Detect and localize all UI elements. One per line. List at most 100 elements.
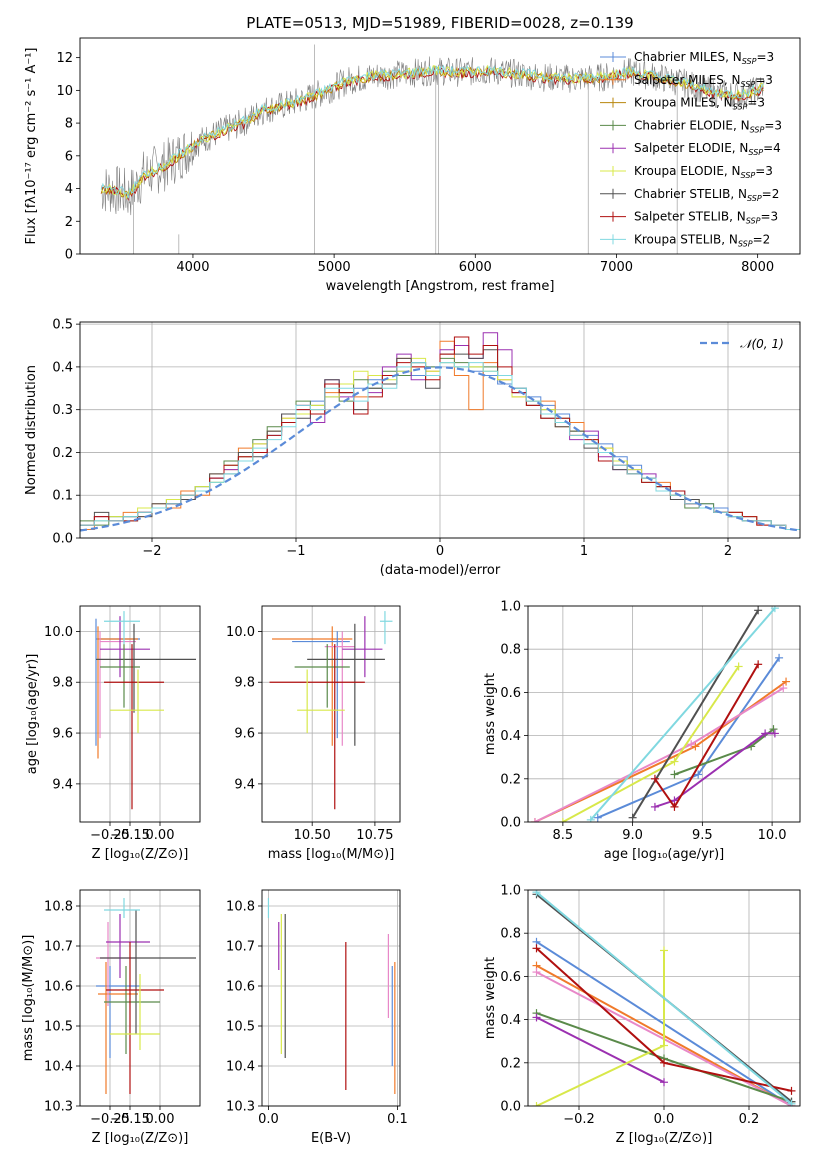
spectrum-frame <box>79 37 801 255</box>
legend-label-suffix: =3 <box>755 164 773 178</box>
legend-label-suffix: =3 <box>764 118 782 132</box>
legend-label: Chabrier MILES, NSSP=3 <box>634 50 774 66</box>
residual-legend: 𝒩(0, 1) <box>700 337 784 351</box>
legend-label-suffix: =4 <box>763 141 781 155</box>
spectrum-axes: 4000 5000 6000 7000 8000 0 2 4 6 8 10 12 wavelength … <box>24 48 774 295</box>
y-tick-label: 10.7 <box>226 940 255 955</box>
legend-label-main: Chabrier ELODIE, N <box>634 118 750 132</box>
x-tick-label: 0.0 <box>258 1112 279 1127</box>
y-tick-label: 10.6 <box>44 980 73 995</box>
y-tick-label: 0.1 <box>52 489 73 504</box>
age_vs_mass-axes: 10.50 10.75 9.4 9.6 9.8 10.0 mass [log₁₀(M/M⊙)… <box>226 606 400 862</box>
y-tick-label: 0.2 <box>500 772 521 787</box>
spectrum-lines <box>100 44 765 254</box>
y-tick-label: 9.8 <box>52 676 73 691</box>
legend-label-sub: SSP <box>747 194 762 203</box>
legend-label: Chabrier STELIB, NSSP=2 <box>634 187 779 203</box>
x-tick-label: −0.25 <box>90 1112 130 1127</box>
weight_vs_Z-axes: −0.2 0.0 0.2 0.0 0.2 0.4 0.6 0.8 1.0 Z [log₁₀(Z/Z… <box>483 884 800 1146</box>
legend-label-sub: SSP <box>733 103 748 112</box>
legend-label-main: Chabrier STELIB, N <box>634 187 747 201</box>
weight_vs_age-frame <box>527 605 801 823</box>
legend-label-main: Salpeter STELIB, N <box>634 210 746 224</box>
model-spectrum-kroupa_stelib <box>100 64 764 199</box>
legend-label-main: Kroupa ELODIE, N <box>634 164 741 178</box>
x-tick-label: 8.5 <box>553 828 574 843</box>
x-tick-label: 5000 <box>318 260 351 275</box>
legend-label-sub: SSP <box>741 171 756 180</box>
age_vs_mass-frame <box>261 605 401 823</box>
y-tick-label: 9.4 <box>234 777 255 792</box>
y-tick-label: 10.6 <box>226 980 255 995</box>
y-tick-label: 0.4 <box>500 729 521 744</box>
x-tick-label: 10.50 <box>294 828 331 843</box>
legend-label: Salpeter STELIB, NSSP=3 <box>634 210 778 226</box>
mass_vs_Z-frame <box>79 889 201 1107</box>
y-tick-label: 0.0 <box>500 1100 521 1115</box>
mass_vs_ebv-points <box>267 898 396 1094</box>
y-axis-label: mass [log₁₀(M/M⊙)] <box>21 935 36 1062</box>
y-tick-label: 10.0 <box>226 625 255 640</box>
weight-line-kroupa_stelib <box>590 607 776 821</box>
x-tick-label: 1 <box>580 544 588 559</box>
y-axis-label: mass weight <box>483 673 498 755</box>
x-tick-label: −0.25 <box>90 828 130 843</box>
x-tick-label: 0.00 <box>146 828 175 843</box>
y-tick-label: 0.0 <box>500 816 521 831</box>
legend-label: 𝒩(0, 1) <box>740 337 784 351</box>
y-tick-label: 10.5 <box>226 1020 255 1035</box>
y-tick-label: 10.8 <box>44 900 73 915</box>
legend-label-suffix: =3 <box>755 73 773 87</box>
legend-label-main: Salpeter MILES, N <box>634 73 741 87</box>
y-tick-label: 8 <box>65 117 73 132</box>
legend-label: Kroupa STELIB, NSSP=2 <box>634 232 770 248</box>
x-axis-label: age [log₁₀(age/yr)] <box>604 847 725 862</box>
y-tick-label: 0.3 <box>52 403 73 418</box>
legend-label-suffix: =2 <box>762 187 780 201</box>
x-tick-label: 9.0 <box>622 828 643 843</box>
x-tick-label: 0.0 <box>654 1112 675 1127</box>
x-tick-label: 8000 <box>741 260 774 275</box>
legend-label: Kroupa ELODIE, NSSP=3 <box>634 164 773 180</box>
x-tick-label: 10.75 <box>356 828 393 843</box>
y-tick-label: 1.0 <box>500 600 521 615</box>
y-axis-label: mass weight <box>483 957 498 1039</box>
y-tick-label: 0.4 <box>500 1013 521 1028</box>
x-axis-label: Z [log₁₀(Z/Z⊙)] <box>92 847 189 862</box>
legend-label-suffix: =3 <box>760 210 778 224</box>
y-tick-label: 0.6 <box>500 686 521 701</box>
y-tick-label: 2 <box>65 215 73 230</box>
weight-line-pink <box>534 687 784 822</box>
x-axis-label: wavelength [Angstrom, rest frame] <box>326 279 555 294</box>
y-tick-label: 10.3 <box>44 1100 73 1115</box>
y-tick-label: 0 <box>65 248 73 263</box>
legend-label-main: Kroupa MILES, N <box>634 96 733 110</box>
y-tick-label: 10.5 <box>44 1020 73 1035</box>
y-tick-label: 9.6 <box>234 727 255 742</box>
y-tick-label: 0.8 <box>500 643 521 658</box>
legend-label-sub: SSP <box>746 217 761 226</box>
x-tick-label: 2 <box>724 544 732 559</box>
y-tick-label: 9.8 <box>234 676 255 691</box>
mass_vs_Z-axes: −0.25−0.150.00 10.3 10.4 10.5 10.6 10.7 10.8 Z … <box>21 890 200 1146</box>
weight_vs_Z-lines <box>532 890 796 1106</box>
legend-label-suffix: =3 <box>756 50 774 64</box>
x-tick-label: −2 <box>142 544 161 559</box>
y-tick-label: 0.0 <box>52 532 73 547</box>
x-axis-label: mass [log₁₀(M/M⊙)] <box>268 847 395 862</box>
x-tick-label: 4000 <box>176 260 209 275</box>
mass_vs_Z-points <box>96 898 196 1094</box>
y-tick-label: 10.7 <box>44 940 73 955</box>
legend-label: Chabrier ELODIE, NSSP=3 <box>634 118 782 134</box>
x-tick-label: −1 <box>286 544 305 559</box>
weight-line-kroupa_stelib <box>535 891 793 1105</box>
y-tick-label: 10.4 <box>44 1060 73 1075</box>
y-axis-label: Normed distribution <box>24 365 39 495</box>
y-tick-label: 0.4 <box>52 360 73 375</box>
legend-label: Salpeter MILES, NSSP=3 <box>634 73 773 89</box>
mass_vs_ebv-frame <box>261 889 401 1107</box>
weight_vs_Z-frame <box>527 889 801 1107</box>
residuals-axes: −2 −1 0 1 2 0.0 0.1 0.2 0.3 0.4 0.5 (data-model)/er… <box>24 318 800 578</box>
figure-title: PLATE=0513, MJD=51989, FIBERID=0028, z=0… <box>246 14 633 32</box>
y-tick-label: 6 <box>65 149 73 164</box>
